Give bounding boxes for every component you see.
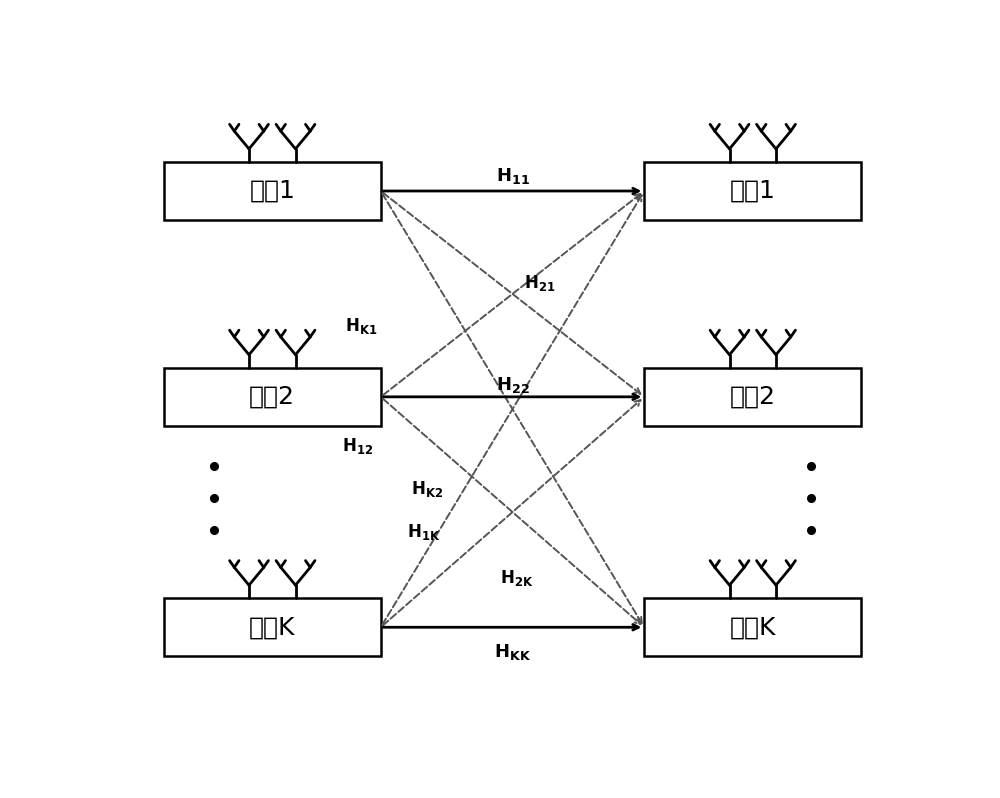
- Text: $\mathbf{H_{K2}}$: $\mathbf{H_{K2}}$: [411, 479, 443, 499]
- Text: 用户2: 用户2: [730, 385, 776, 409]
- Bar: [644, 162, 861, 220]
- Text: $\mathbf{H_{12}}$: $\mathbf{H_{12}}$: [342, 436, 373, 456]
- Bar: [164, 368, 381, 426]
- Bar: [644, 368, 861, 426]
- Text: 基站K: 基站K: [249, 615, 296, 639]
- Bar: [164, 162, 381, 220]
- Bar: [644, 598, 861, 657]
- Text: $\mathbf{H_{KK}}$: $\mathbf{H_{KK}}$: [494, 642, 531, 662]
- Text: 基站1: 基站1: [249, 179, 295, 203]
- Text: $\mathbf{H_{22}}$: $\mathbf{H_{22}}$: [496, 374, 529, 394]
- Text: 基站2: 基站2: [249, 385, 295, 409]
- Text: $\mathbf{H_{K1}}$: $\mathbf{H_{K1}}$: [345, 316, 378, 336]
- Text: $\mathbf{H_{21}}$: $\mathbf{H_{21}}$: [524, 273, 555, 293]
- Text: 用户K: 用户K: [730, 615, 776, 639]
- Text: $\mathbf{H_{1K}}$: $\mathbf{H_{1K}}$: [407, 522, 440, 542]
- Text: $\mathbf{H_{2K}}$: $\mathbf{H_{2K}}$: [500, 568, 533, 588]
- Text: 用户1: 用户1: [730, 179, 776, 203]
- Bar: [164, 598, 381, 657]
- Text: $\mathbf{H_{11}}$: $\mathbf{H_{11}}$: [496, 166, 529, 186]
